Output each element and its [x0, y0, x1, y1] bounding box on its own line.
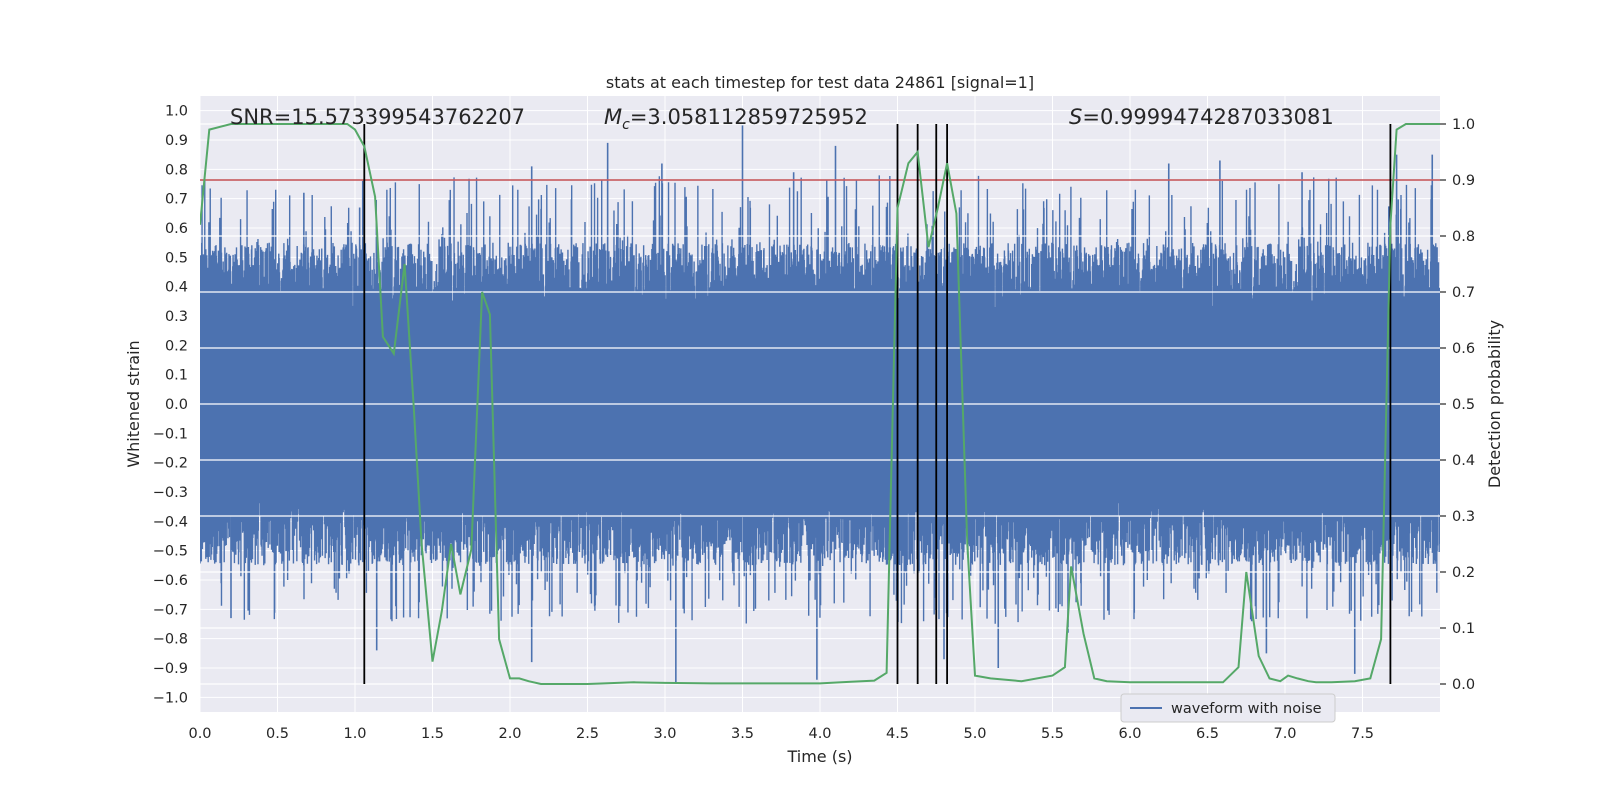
y-tick-label: −0.8	[153, 632, 188, 648]
x-tick-label: 2.0	[498, 726, 521, 742]
y-tick-label: 0.0	[165, 397, 188, 413]
x-tick-label: 0.0	[188, 726, 211, 742]
y2-tick-label: 0.9	[1452, 173, 1475, 189]
y-tick-label: 0.5	[165, 250, 188, 266]
y-tick-label: −0.5	[153, 544, 188, 560]
y-tick-label: 0.8	[165, 162, 188, 178]
detection-probability-line	[200, 123, 1440, 685]
y-axis-label: Whitened strain	[124, 340, 143, 467]
chirp-mass-symbol: M	[604, 105, 622, 129]
x-tick-label: 5.5	[1041, 726, 1064, 742]
chirp-mass-value: =3.058112859725952	[630, 105, 868, 129]
y-tick-label: 0.1	[165, 368, 188, 384]
y2-tick-label: 0.8	[1452, 229, 1475, 245]
y-tick-label: 0.4	[165, 280, 188, 296]
x-tick-label: 1.5	[421, 726, 444, 742]
y2-ticks: 0.0 0.1 0.2 0.3 0.4 0.5 0.6 0.7 0.8 0.9 1.0	[1440, 117, 1475, 693]
y-tick-label: −0.4	[153, 514, 188, 530]
y-tick-label: 0.7	[165, 192, 188, 208]
y-ticks: −1.0 −0.9 −0.8 −0.7 −0.6 −0.5 −0.4 −0.3 −0.2 −0.1…	[153, 104, 188, 707]
y2-tick-label: 0.4	[1452, 453, 1475, 469]
chirp-mass-subscript: c	[622, 117, 630, 133]
x-tick-label: 2.5	[576, 726, 599, 742]
y2-tick-label: 0.1	[1452, 621, 1475, 637]
x-tick-label: 7.0	[1273, 726, 1296, 742]
y-tick-label: −0.7	[153, 602, 188, 618]
score-symbol: S	[1069, 105, 1082, 129]
x-ticks: 0.0 0.5 1.0 1.5 2.0 2.5 3.0 3.5 4.0 4.5 5.0 5.5 6.0 6…	[188, 726, 1374, 742]
y-tick-label: −0.6	[153, 573, 188, 589]
x-tick-label: 4.0	[808, 726, 831, 742]
x-tick-label: 1.0	[343, 726, 366, 742]
y-tick-label: −1.0	[153, 690, 188, 706]
y2-tick-label: 0.3	[1452, 509, 1475, 525]
score-value: =0.9999474287033081	[1082, 105, 1333, 129]
x-tick-label: 4.5	[886, 726, 909, 742]
x-tick-label: 6.5	[1196, 726, 1219, 742]
legend-box	[1120, 693, 1336, 723]
y2-tick-label: 0.2	[1452, 565, 1475, 581]
x-tick-label: 0.5	[266, 726, 289, 742]
waveform-body	[200, 175, 1440, 624]
x-tick-label: 5.0	[963, 726, 986, 742]
y-tick-label: 0.2	[165, 338, 188, 354]
y2-tick-label: 0.5	[1452, 397, 1475, 413]
right-axis-grid	[200, 123, 1440, 685]
score-annotation: S=0.9999474287033081	[1069, 105, 1334, 129]
chirp-mass-annotation: Mc=3.058112859725952	[604, 105, 868, 133]
y2-axis-label: Detection probability	[1485, 320, 1504, 488]
legend: waveform with noise	[1120, 693, 1336, 723]
x-axis-label: Time (s)	[786, 747, 852, 766]
y2-tick-label: 0.6	[1452, 341, 1475, 357]
y-tick-label: −0.3	[153, 485, 188, 501]
y-tick-label: −0.1	[153, 426, 188, 442]
y2-tick-label: 1.0	[1452, 117, 1475, 133]
y-tick-label: 0.9	[165, 133, 188, 149]
y-tick-label: −0.9	[153, 661, 188, 677]
x-tick-label: 7.5	[1351, 726, 1374, 742]
chart-title: stats at each timestep for test data 248…	[606, 73, 1034, 92]
x-tick-label: 3.5	[731, 726, 754, 742]
y2-tick-label: 0.7	[1452, 285, 1475, 301]
y-tick-label: 0.6	[165, 221, 188, 237]
x-tick-label: 6.0	[1118, 726, 1141, 742]
waveform-series	[200, 125, 1440, 683]
y-tick-label: −0.2	[153, 456, 188, 472]
y2-tick-label: 0.0	[1452, 677, 1475, 693]
x-tick-label: 3.0	[653, 726, 676, 742]
snr-annotation: SNR=15.573399543762207	[230, 105, 525, 129]
legend-label: waveform with noise	[1171, 701, 1322, 717]
y-tick-label: 1.0	[165, 104, 188, 120]
y-tick-label: 0.3	[165, 309, 188, 325]
